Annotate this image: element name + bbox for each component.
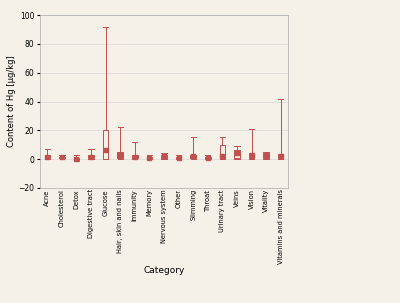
Bar bbox=[44, 155, 50, 158]
Bar bbox=[132, 155, 138, 158]
Y-axis label: Content of Hg [µg/kg]: Content of Hg [µg/kg] bbox=[7, 56, 16, 147]
Bar bbox=[220, 145, 225, 158]
Bar bbox=[176, 157, 181, 159]
Bar bbox=[59, 157, 65, 158]
X-axis label: Category: Category bbox=[143, 266, 185, 275]
Bar bbox=[190, 155, 196, 158]
Bar bbox=[147, 157, 152, 159]
Bar bbox=[234, 151, 240, 158]
Bar bbox=[249, 153, 254, 158]
Bar bbox=[263, 153, 269, 158]
Bar bbox=[161, 155, 167, 158]
Bar bbox=[103, 130, 108, 159]
Bar bbox=[205, 157, 210, 159]
Bar bbox=[278, 154, 284, 158]
Bar bbox=[88, 155, 94, 158]
Bar bbox=[118, 152, 123, 158]
Bar bbox=[74, 158, 79, 160]
